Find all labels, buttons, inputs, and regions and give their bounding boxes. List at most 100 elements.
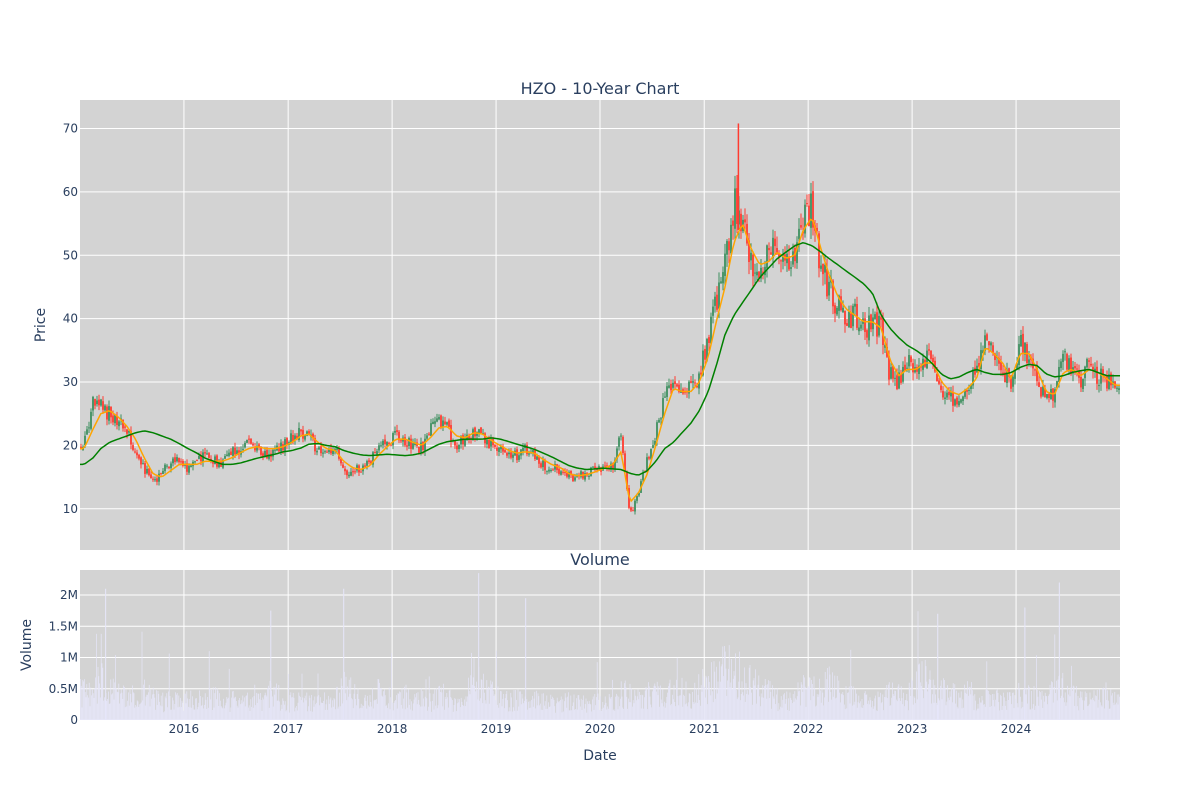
volume-bar	[513, 689, 515, 720]
volume-bar	[991, 706, 992, 720]
volume-bar	[662, 689, 664, 720]
candle-body	[262, 453, 264, 457]
volume-bar	[581, 710, 583, 720]
volume-bar	[447, 697, 448, 720]
volume-bar	[923, 698, 924, 720]
volume-bar	[987, 690, 988, 720]
candle-body	[720, 281, 722, 284]
volume-bar	[204, 693, 206, 720]
volume-bar	[687, 706, 688, 720]
candle-body	[522, 447, 524, 452]
volume-bar	[224, 708, 225, 720]
volume-bar	[573, 694, 575, 720]
volume-bar	[955, 703, 956, 720]
x-tick-label: 2024	[1001, 722, 1032, 736]
candle-body	[314, 438, 316, 452]
volume-bar	[870, 700, 872, 720]
volume-bar	[431, 711, 432, 720]
volume-bar	[177, 707, 179, 720]
volume-bar	[290, 692, 292, 720]
volume-bar	[575, 709, 576, 720]
candle-body	[436, 418, 438, 422]
volume-bar	[254, 684, 256, 720]
volume-bar	[134, 707, 136, 720]
volume-bar	[363, 706, 364, 720]
candle-body	[994, 353, 996, 360]
price-y-tick-label: 30	[63, 375, 78, 389]
volume-bar	[417, 692, 419, 720]
volume-y-tick-label: 0.5M	[49, 682, 78, 696]
volume-bar	[729, 687, 731, 720]
volume-bar	[585, 698, 587, 720]
volume-bar	[489, 687, 491, 720]
volume-bar	[467, 696, 468, 720]
candle-body	[918, 365, 920, 375]
volume-bar	[284, 704, 285, 720]
volume-bar	[320, 697, 321, 720]
volume-bar	[876, 710, 877, 720]
volume-bar	[512, 707, 514, 720]
volume-bar	[118, 683, 120, 720]
volume-bar	[950, 696, 952, 720]
candle-body	[782, 254, 784, 262]
volume-bar	[1022, 707, 1024, 720]
volume-bar	[199, 690, 200, 720]
volume-bar	[764, 686, 765, 720]
volume-bar	[476, 690, 478, 720]
volume-bar	[230, 707, 232, 720]
volume-bar	[1071, 665, 1072, 720]
volume-bar	[590, 704, 592, 720]
volume-bar	[1044, 692, 1046, 720]
volume-bar	[505, 694, 507, 720]
volume-bar	[471, 652, 472, 720]
volume-bar	[235, 696, 236, 720]
volume-bar	[172, 697, 173, 720]
volume-bar	[208, 651, 210, 720]
candle-body	[1062, 353, 1064, 363]
candle-body	[760, 267, 762, 279]
volume-bar	[760, 706, 761, 720]
candle-body	[396, 430, 398, 432]
volume-bar	[518, 706, 520, 720]
volume-bar	[689, 693, 691, 720]
volume-bar	[283, 700, 284, 720]
volume-bar	[823, 705, 824, 720]
volume-bar	[438, 686, 440, 720]
candle-body	[84, 435, 86, 446]
volume-bar	[436, 688, 437, 720]
volume-bar	[433, 709, 435, 720]
volume-bar	[399, 691, 400, 720]
candle-body	[178, 457, 180, 463]
volume-bar	[896, 699, 897, 720]
candle-body	[564, 471, 566, 473]
volume-bar	[906, 693, 908, 720]
volume-bar	[1082, 700, 1084, 720]
volume-bar	[1084, 691, 1086, 720]
volume-bar	[765, 684, 767, 720]
volume-bar	[390, 697, 392, 720]
volume-bar	[256, 692, 257, 720]
volume-axis-title: Volume	[19, 619, 35, 671]
volume-bar	[461, 701, 463, 720]
volume-bar	[101, 663, 103, 720]
volume-bar	[673, 685, 675, 720]
volume-bar	[240, 700, 242, 720]
candle-body	[186, 463, 188, 472]
candle-body	[796, 242, 798, 264]
volume-bar	[472, 684, 473, 720]
volume-bar	[660, 685, 661, 720]
candle-body	[576, 476, 578, 478]
volume-bar	[466, 701, 468, 720]
volume-bar	[209, 687, 211, 720]
volume-bar	[979, 697, 980, 720]
candle-body	[546, 470, 548, 472]
volume-bar	[306, 692, 308, 720]
volume-bar	[469, 694, 471, 720]
volume-bar	[1000, 695, 1002, 720]
volume-bar	[716, 693, 718, 720]
volume-bar	[884, 690, 886, 720]
candle-body	[1042, 386, 1044, 396]
volume-bar	[1008, 700, 1009, 720]
candle-body	[540, 463, 542, 468]
volume-bar	[735, 653, 736, 720]
